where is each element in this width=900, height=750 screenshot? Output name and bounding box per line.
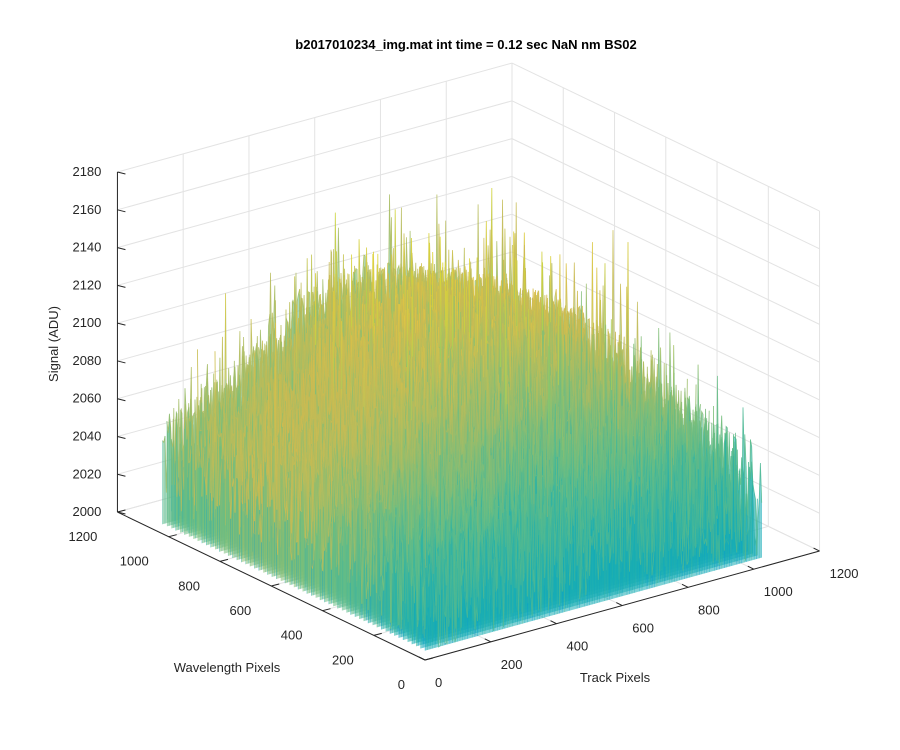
surface-mesh — [162, 187, 763, 651]
grid-line — [511, 213, 820, 363]
grid-line — [511, 62, 820, 212]
grid-line — [511, 138, 820, 288]
grid-line — [117, 175, 513, 286]
grid-line — [117, 138, 513, 249]
grid-line — [511, 251, 820, 401]
grid-line — [117, 213, 513, 324]
grid-line — [117, 62, 513, 173]
grid-line — [117, 100, 513, 211]
grid-line — [511, 175, 820, 325]
grid-line — [511, 100, 820, 250]
